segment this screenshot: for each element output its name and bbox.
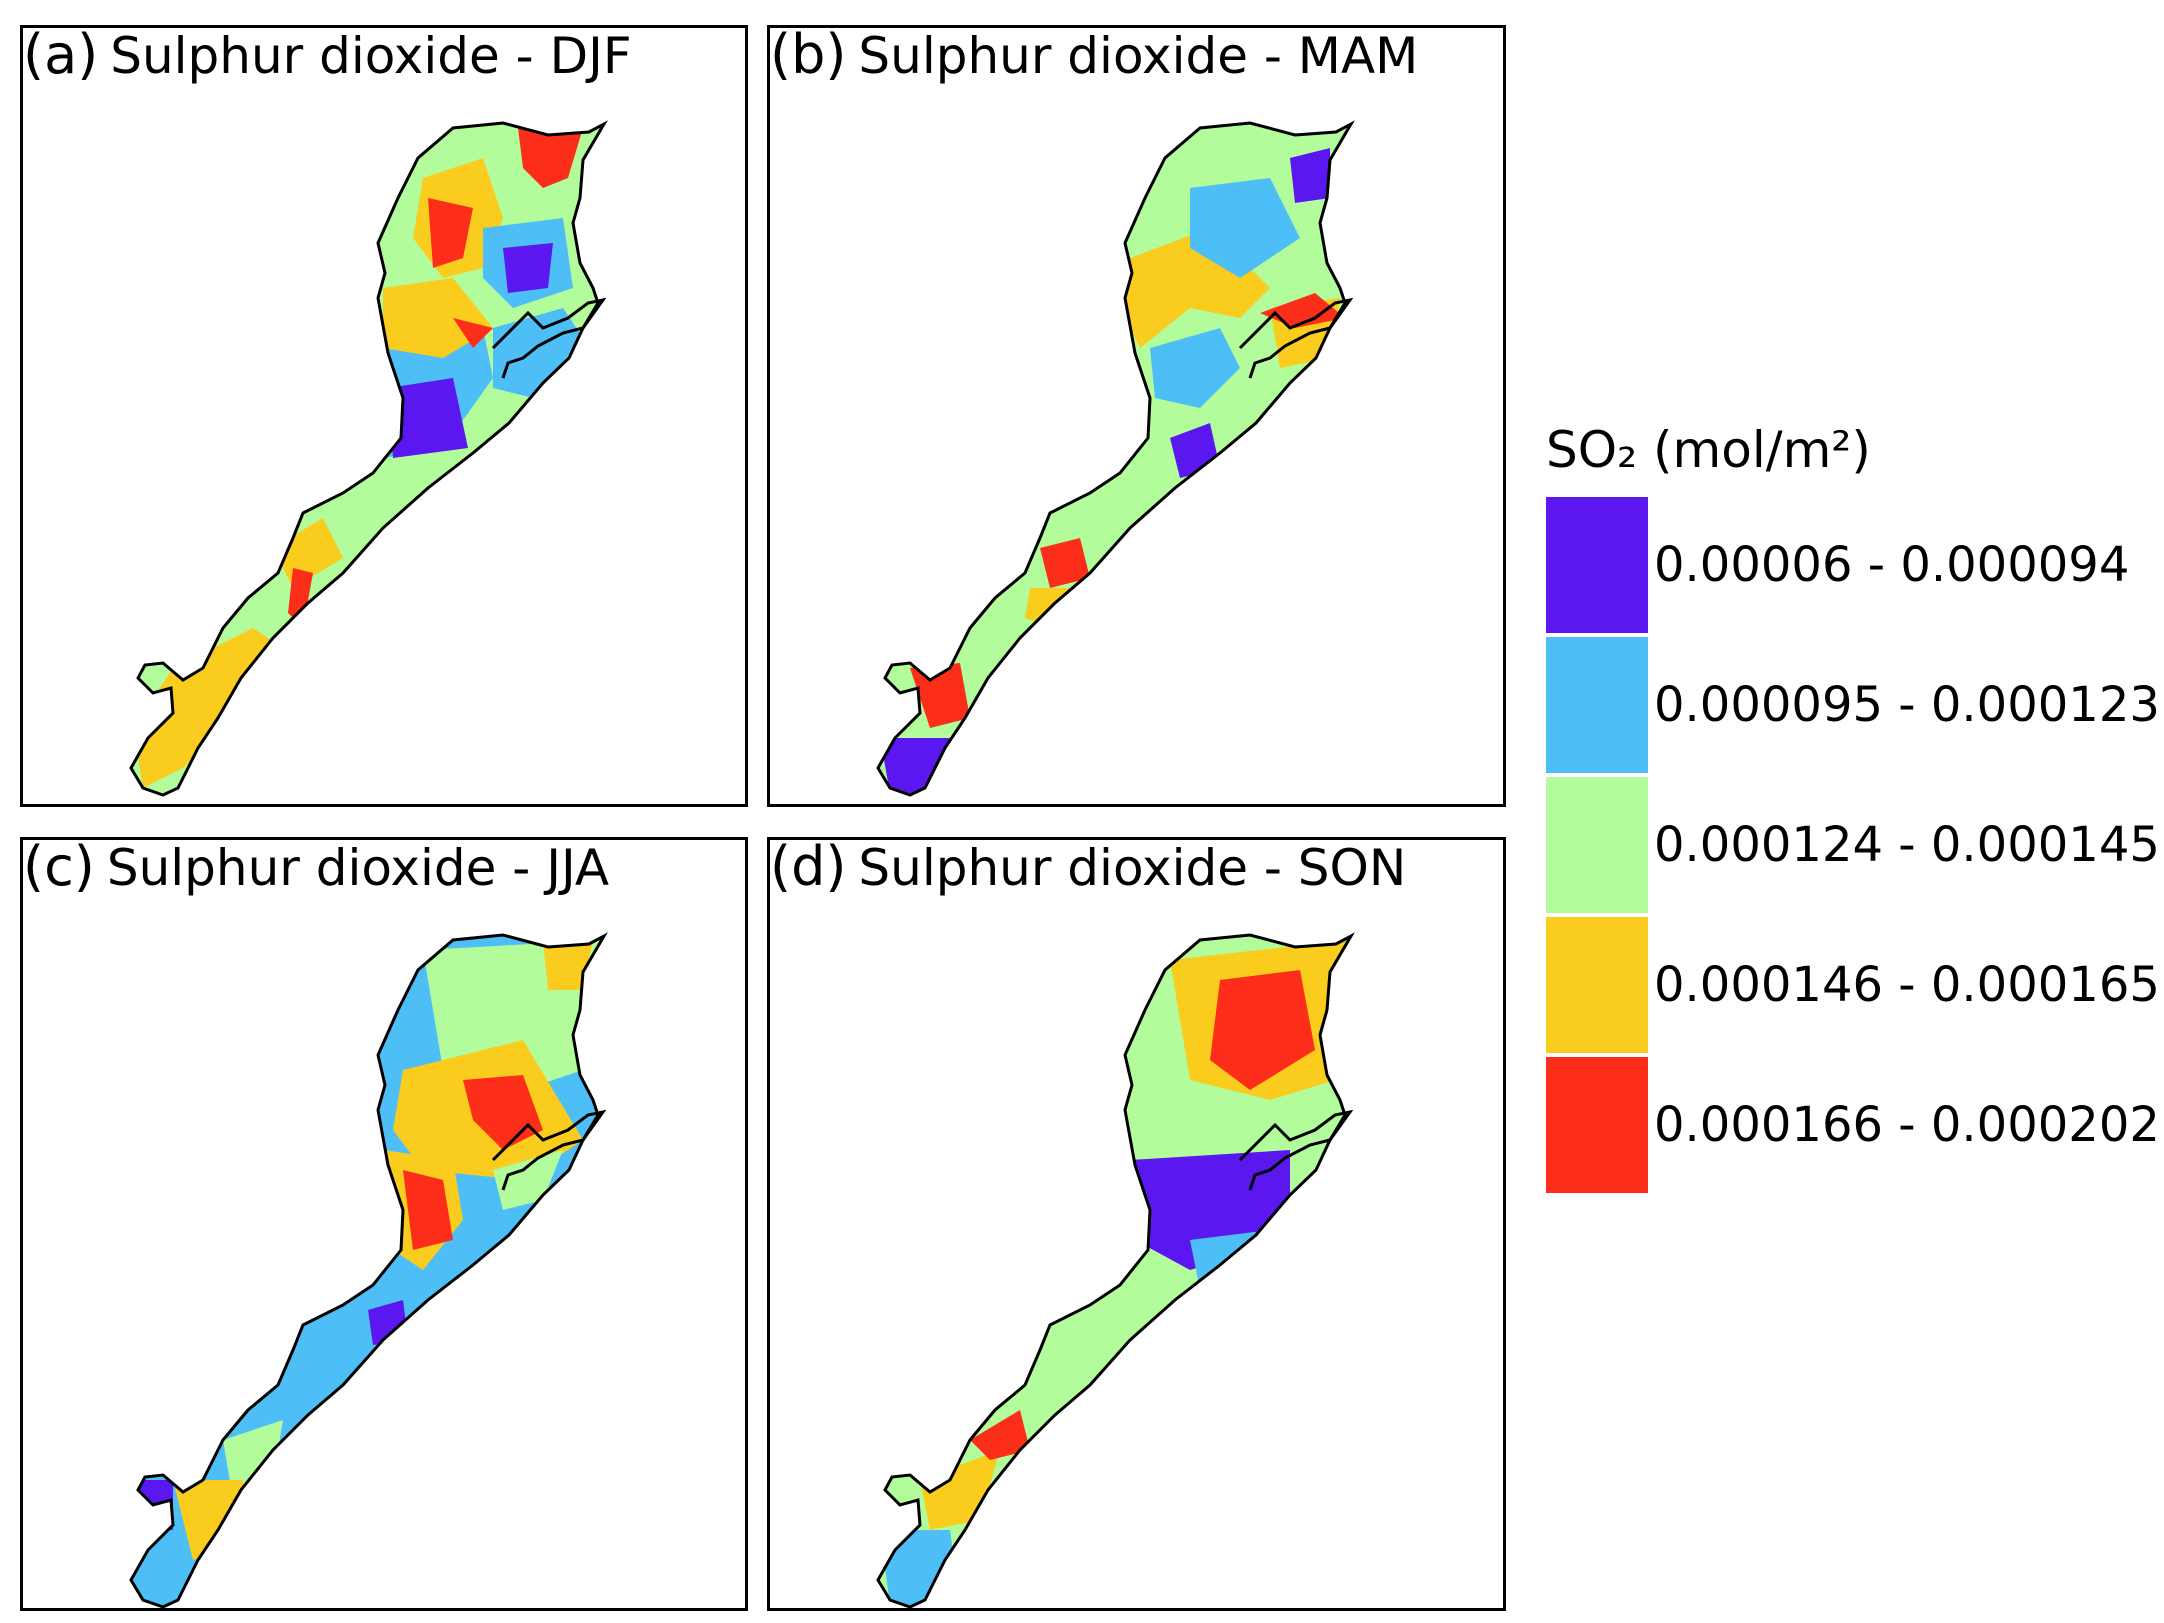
map-b [876,121,1354,797]
panel-title-b: (b) Sulphur dioxide - MAM [770,25,1419,86]
legend: SO₂ (mol/m²) 0.00006 - 0.000094 0.000095… [1546,421,2160,1197]
legend-label: 0.000146 - 0.000165 [1654,957,2160,1013]
panel-title-a: (a) Sulphur dioxide - DJF [23,25,632,86]
legend-label: 0.00006 - 0.000094 [1654,537,2130,593]
panel-title-c: (c) Sulphur dioxide - JJA [23,837,610,898]
legend-swatch [1546,777,1648,913]
map-a [129,121,607,797]
legend-item: 0.000166 - 0.000202 [1546,1057,2160,1197]
legend-label: 0.000095 - 0.000123 [1654,677,2160,733]
legend-item: 0.000146 - 0.000165 [1546,917,2160,1057]
legend-item: 0.00006 - 0.000094 [1546,497,2129,637]
legend-swatch [1546,637,1648,773]
legend-label: 0.000124 - 0.000145 [1654,817,2160,873]
map-d [876,933,1354,1608]
legend-item: 0.000124 - 0.000145 [1546,777,2160,917]
map-panel-b: (b) Sulphur dioxide - MAM [767,25,1506,807]
map-panel-a: (a) Sulphur dioxide - DJF [20,25,748,807]
map-panel-d: (d) Sulphur dioxide - SON [767,837,1506,1611]
legend-item: 0.000095 - 0.000123 [1546,637,2160,777]
legend-swatch [1546,1057,1648,1193]
legend-swatch [1546,497,1648,633]
map-c [129,933,607,1608]
legend-label: 0.000166 - 0.000202 [1654,1097,2160,1153]
map-panel-c: (c) Sulphur dioxide - JJA [20,837,748,1611]
legend-swatch [1546,917,1648,1053]
legend-title: SO₂ (mol/m²) [1546,421,1871,479]
panel-title-d: (d) Sulphur dioxide - SON [770,837,1407,898]
